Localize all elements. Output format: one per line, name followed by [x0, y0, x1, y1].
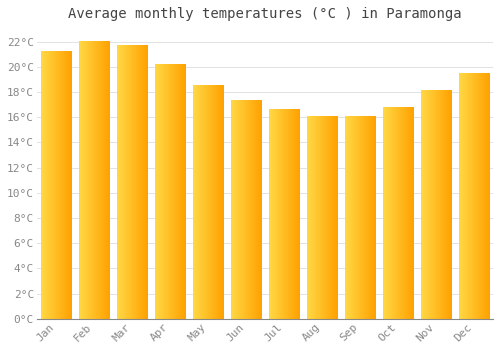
Title: Average monthly temperatures (°C ) in Paramonga: Average monthly temperatures (°C ) in Pa… [68, 7, 462, 21]
